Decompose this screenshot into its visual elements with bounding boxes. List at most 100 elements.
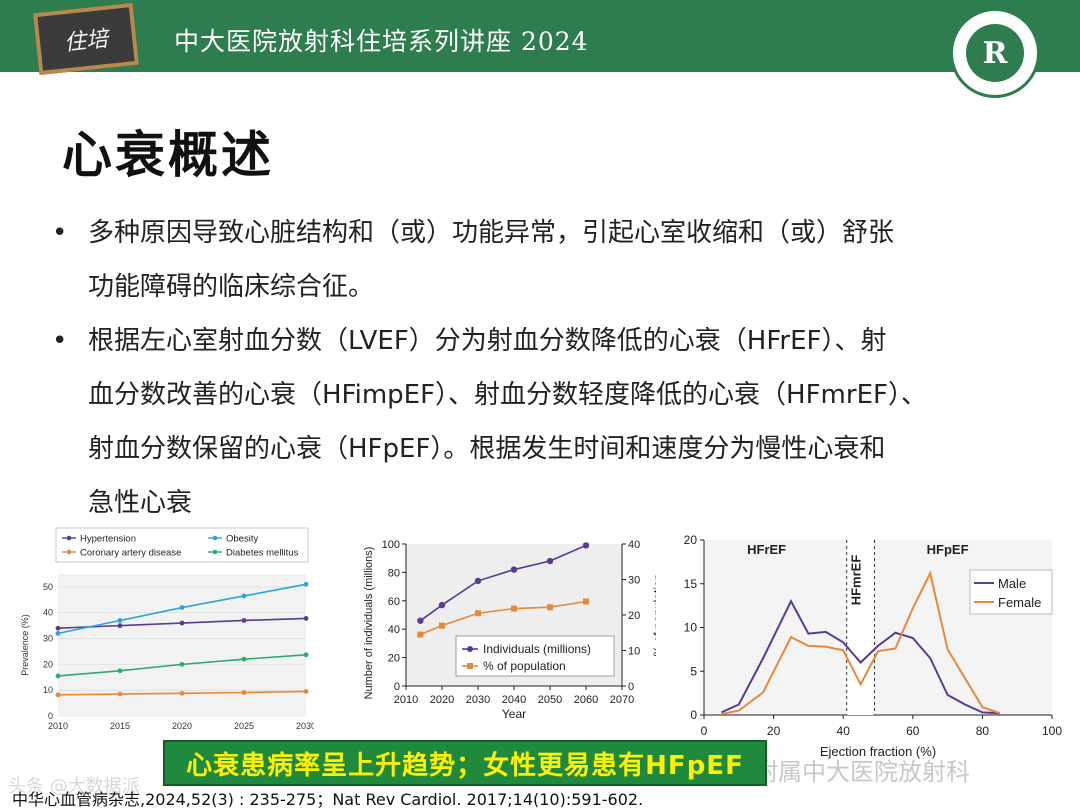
bullet-line: 血分数改善的心衰（HFimpEF）、射血分数轻度降低的心衰（HFmrEF）、 bbox=[88, 380, 927, 410]
legend-label: Individuals (millions) bbox=[483, 642, 591, 656]
plot-area bbox=[704, 540, 1052, 715]
region-label: HFmrEF bbox=[849, 555, 864, 606]
y2-tick-label: 40 bbox=[628, 539, 640, 551]
y-tick-label: 10 bbox=[43, 685, 53, 695]
legend-label: % of population bbox=[483, 659, 566, 673]
header-bar: 住培 中大医院放射科住培系列讲座 2024 R bbox=[0, 0, 1080, 98]
x-tick-label: 2030 bbox=[296, 721, 314, 731]
data-point bbox=[438, 601, 446, 609]
legend-box bbox=[969, 569, 1053, 615]
x-tick-label: 2040 bbox=[502, 694, 526, 706]
x-tick-label: 2020 bbox=[430, 694, 454, 706]
y-tick-label: 20 bbox=[684, 533, 698, 547]
x-tick-label: 2060 bbox=[574, 694, 598, 706]
y-tick-label: 50 bbox=[43, 582, 53, 592]
watermark-source: 头条 @大数据派 bbox=[8, 776, 140, 797]
y-tick-label: 60 bbox=[388, 596, 400, 608]
legend-marker bbox=[66, 549, 72, 555]
y-tick-label: 40 bbox=[43, 608, 53, 618]
y-tick-label: 0 bbox=[690, 708, 697, 722]
page-title: 心衰概述 bbox=[62, 126, 274, 184]
y2-tick-label: 30 bbox=[628, 575, 640, 587]
data-point bbox=[303, 616, 309, 621]
bullet-marker: • bbox=[52, 326, 68, 356]
data-point bbox=[117, 618, 123, 623]
x-tick-label: 100 bbox=[1042, 724, 1062, 738]
data-point bbox=[179, 690, 185, 696]
x-tick-label: 80 bbox=[976, 724, 990, 738]
series-line bbox=[420, 600, 587, 636]
data-point bbox=[179, 605, 185, 610]
bullet-line: 多种原因导致心脏结构和（或）功能异常，引起心室收缩和（或）舒张 bbox=[88, 218, 895, 248]
data-point bbox=[179, 620, 185, 626]
y2-axis-label: % of population bbox=[651, 574, 656, 657]
y2-tick-label: 10 bbox=[628, 646, 640, 658]
data-point bbox=[241, 618, 247, 623]
legend-label: Female bbox=[998, 595, 1041, 610]
ejection-fraction-distribution-chart: 0 5 10 15 20 0 20 40 60 80 100 Ejection fraction (%… bbox=[684, 533, 1063, 759]
y-tick-label: 80 bbox=[388, 567, 400, 579]
data-point bbox=[179, 661, 185, 667]
x-tick-label: 40 bbox=[837, 724, 851, 738]
data-point bbox=[241, 656, 247, 662]
watermark-text: 学附属中大医院放射科 bbox=[730, 758, 970, 786]
series-line bbox=[721, 570, 1001, 716]
bullet-line: 功能障碍的临床综合征。 bbox=[88, 272, 375, 302]
data-point bbox=[439, 622, 445, 629]
data-point bbox=[55, 692, 61, 698]
x-tick-label: 2010 bbox=[394, 694, 418, 706]
legend-label: Coronary artery disease bbox=[80, 548, 181, 559]
y-tick-label: 0 bbox=[48, 711, 53, 721]
data-point bbox=[241, 690, 247, 695]
y-tick-label: 5 bbox=[690, 664, 697, 678]
data-point bbox=[117, 691, 123, 697]
hospital-seal-icon: R bbox=[950, 8, 1040, 98]
data-point bbox=[417, 631, 424, 638]
y-tick-label: 100 bbox=[382, 539, 400, 551]
seal-letter: R bbox=[966, 24, 1024, 82]
data-point bbox=[582, 542, 590, 549]
data-point bbox=[303, 689, 309, 694]
logo-text: 住培 bbox=[63, 26, 110, 57]
region-label: HFpEF bbox=[927, 542, 969, 557]
x-tick-label: 2025 bbox=[234, 721, 254, 731]
bullet-line: 急性心衰 bbox=[88, 488, 193, 518]
series-line bbox=[419, 544, 587, 622]
legend-label: Obesity bbox=[226, 534, 258, 545]
bullet-marker: • bbox=[52, 218, 68, 248]
region-label: HFrEF bbox=[747, 542, 786, 557]
legend-label: Hypertension bbox=[80, 534, 136, 545]
y-tick-label: 40 bbox=[388, 624, 400, 636]
data-point bbox=[303, 652, 309, 658]
data-point bbox=[417, 617, 424, 624]
y-tick-label: 30 bbox=[43, 634, 53, 644]
y-axis-label: Prevalence (%) bbox=[20, 614, 30, 676]
data-point bbox=[546, 557, 554, 565]
x-axis-label: Ejection fraction (%) bbox=[820, 744, 936, 759]
legend-marker bbox=[212, 535, 218, 541]
banner-text: 心衰患病率呈上升趋势；女性更易患有HFpEF bbox=[186, 750, 744, 781]
data-point bbox=[511, 605, 517, 612]
data-point bbox=[475, 610, 481, 617]
citation: 中华心血管病杂志,2024,52(3) : 235-275；Nat Rev Ca… bbox=[12, 790, 644, 809]
x-axis-label: Year bbox=[502, 707, 526, 721]
bullet-line: 根据左心室射血分数（LVEF）分为射血分数降低的心衰（HFrEF）、射 bbox=[88, 326, 887, 356]
y-tick-label: 10 bbox=[684, 621, 698, 635]
series-line bbox=[720, 599, 1000, 715]
y-axis-label: Number of individuals (millions) bbox=[363, 547, 375, 700]
data-point bbox=[55, 673, 61, 679]
data-point bbox=[303, 581, 309, 587]
y-tick-label: 15 bbox=[684, 577, 698, 591]
x-tick-label: 60 bbox=[906, 724, 920, 738]
legend-marker bbox=[212, 549, 218, 555]
legend-box bbox=[55, 527, 309, 563]
data-point bbox=[55, 625, 61, 631]
data-point bbox=[241, 593, 247, 599]
x-tick-label: 2070 bbox=[610, 694, 634, 706]
y2-tick-label: 20 bbox=[628, 610, 640, 622]
legend-label: Diabetes mellitus bbox=[226, 548, 299, 559]
legend-marker bbox=[467, 646, 473, 652]
conclusion-banner: 心衰患病率呈上升趋势；女性更易患有HFpEF bbox=[163, 740, 767, 786]
